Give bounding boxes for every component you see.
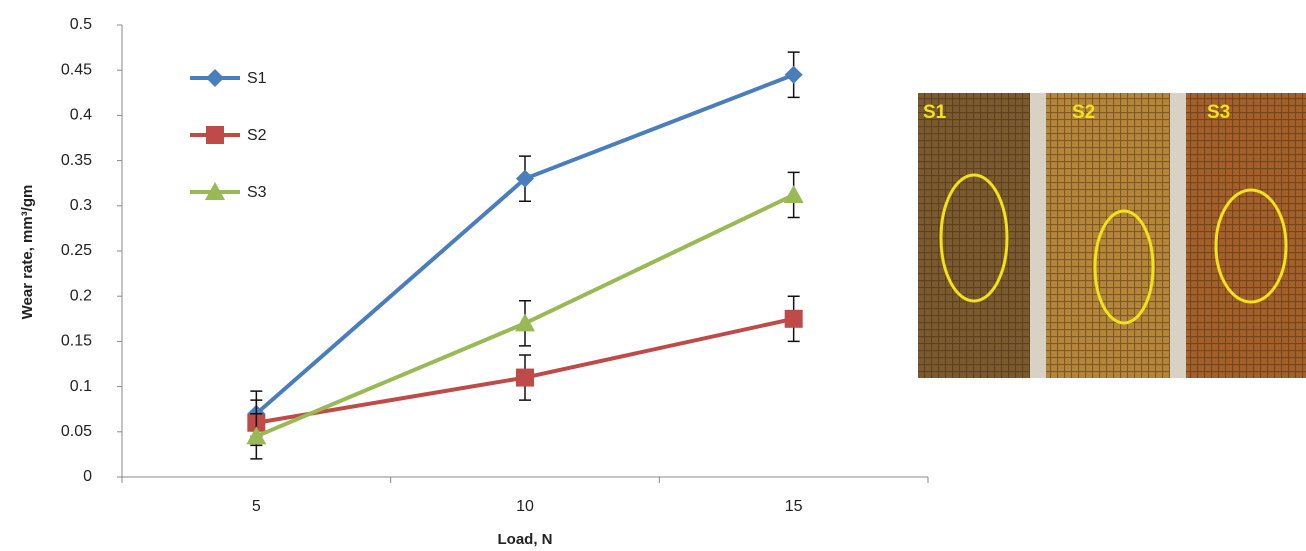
marker bbox=[785, 310, 803, 328]
y-tick-label: 0.5 bbox=[70, 16, 92, 33]
x-tick-label: 15 bbox=[785, 498, 803, 515]
photo-label: S3 bbox=[1207, 102, 1230, 123]
strip-mesh bbox=[1046, 93, 1170, 378]
marker bbox=[206, 126, 224, 144]
x-axis-label: Load, N bbox=[498, 531, 553, 548]
marker bbox=[785, 66, 803, 84]
photo-panel: S1 S2 S3 bbox=[918, 93, 1306, 378]
legend-label: S2 bbox=[247, 127, 267, 144]
x-tick-label: 10 bbox=[516, 498, 534, 515]
y-tick-label: 0.25 bbox=[61, 242, 92, 259]
y-tick-label: 0.3 bbox=[70, 197, 92, 214]
marker bbox=[784, 185, 804, 203]
y-tick-label: 0 bbox=[83, 468, 92, 485]
photo-label: S2 bbox=[1072, 102, 1095, 123]
y-tick-label: 0.05 bbox=[61, 423, 92, 440]
y-tick-label: 0.15 bbox=[61, 333, 92, 350]
y-tick-label: 0.4 bbox=[70, 107, 92, 124]
figure: Load, N Wear rate, mm³/gm S1 S2 S3 0 0.05… bbox=[0, 0, 1306, 551]
x-tick-label: 5 bbox=[252, 498, 261, 515]
marker bbox=[515, 313, 535, 331]
marker bbox=[206, 69, 224, 87]
legend-label: S1 bbox=[247, 70, 267, 87]
photo-label: S1 bbox=[923, 102, 947, 123]
legend-label: S3 bbox=[247, 184, 267, 201]
y-axis-label: Wear rate, mm³/gm bbox=[19, 185, 36, 320]
strip-mesh bbox=[1186, 93, 1306, 378]
strip-mesh bbox=[918, 93, 1030, 378]
y-tick-label: 0.45 bbox=[61, 61, 92, 78]
y-tick-label: 0.35 bbox=[61, 152, 92, 169]
y-tick-label: 0.2 bbox=[70, 287, 92, 304]
marker bbox=[516, 369, 534, 387]
y-tick-label: 0.1 bbox=[70, 378, 92, 395]
